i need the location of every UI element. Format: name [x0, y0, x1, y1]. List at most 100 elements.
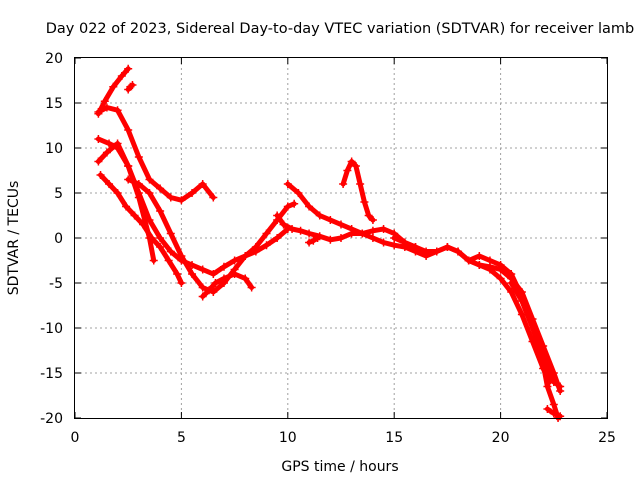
data-point: [315, 211, 324, 220]
series-line: [95, 105, 216, 203]
data-point: [156, 184, 165, 193]
data-point: [543, 382, 552, 391]
data-point: [198, 292, 207, 301]
y-tick-label: -10: [40, 321, 63, 337]
data-point: [496, 261, 505, 269]
data-point: [177, 252, 186, 260]
y-tick-label: 0: [54, 231, 63, 247]
data-point: [475, 252, 484, 260]
data-point: [134, 180, 143, 188]
x-axis-label: GPS time / hours: [281, 459, 398, 475]
data-point: [539, 360, 548, 368]
data-point: [102, 148, 111, 157]
y-tick-label: -15: [40, 366, 63, 382]
data-point: [219, 262, 228, 271]
data-point: [443, 243, 452, 251]
series-track-1: [94, 64, 133, 118]
data-point: [368, 216, 377, 224]
data-point: [156, 207, 165, 215]
y-tick-label: 5: [54, 186, 63, 202]
data-point: [198, 283, 207, 292]
tick-labels: 0 5 10 15 20 25 -20 -15 -10 -5 0 5 10 15 20: [40, 51, 616, 446]
data-point: [109, 82, 118, 91]
data-point: [211, 279, 220, 287]
data-point: [305, 229, 314, 238]
data-point: [198, 180, 207, 188]
ticks: [74, 57, 608, 419]
data-point: [283, 202, 292, 211]
data-point: [400, 238, 409, 247]
y-tick-label: -5: [49, 276, 63, 292]
data-point: [145, 175, 154, 184]
data-point: [102, 103, 111, 112]
series-track-8: [273, 211, 484, 269]
data-point: [549, 400, 558, 409]
data-point: [390, 234, 399, 242]
data-point: [337, 234, 345, 242]
data-point: [209, 193, 218, 202]
data-point: [496, 274, 505, 283]
y-tick-label: 20: [45, 51, 63, 67]
data-point: [343, 166, 352, 175]
data-point: [464, 256, 473, 265]
data-point: [262, 229, 271, 238]
data-point: [166, 193, 175, 202]
data-point: [556, 382, 565, 391]
series-track-11: [305, 234, 322, 247]
data-point: [549, 409, 558, 418]
chart-title: Day 022 of 2023, Sidereal Day-to-day VTE…: [46, 21, 635, 37]
y-tick-label: -20: [40, 411, 63, 427]
data-point: [205, 286, 214, 295]
data-point: [94, 108, 103, 116]
data-point: [326, 216, 335, 224]
data-point: [113, 106, 122, 115]
series-line: [274, 213, 482, 268]
data-point: [117, 72, 126, 80]
y-axis-label: SDTVAR / TECUs: [6, 181, 22, 296]
series-line: [466, 253, 563, 389]
data-point: [128, 81, 137, 89]
data-point: [113, 139, 122, 148]
data-point: [247, 283, 256, 292]
data-point: [219, 274, 228, 283]
x-tick-label: 5: [177, 430, 186, 446]
data-point: [273, 234, 282, 242]
series-line: [508, 280, 561, 421]
data-point: [166, 229, 175, 238]
data-point: [166, 247, 175, 256]
data-point: [379, 238, 388, 247]
data-point: [454, 247, 463, 256]
data-point: [279, 220, 288, 229]
series-track-2: [94, 103, 218, 205]
data-point: [485, 256, 494, 265]
y-tick-label: 15: [45, 96, 63, 112]
data-point: [368, 234, 377, 242]
data-point: [124, 162, 133, 170]
data-point: [177, 196, 186, 205]
data-point: [105, 180, 114, 188]
series-track-13: [464, 252, 565, 391]
data-point: [251, 243, 260, 251]
data-point: [96, 171, 105, 179]
data-point: [356, 180, 365, 188]
data-point: [241, 274, 250, 283]
data-point: [364, 211, 373, 220]
data-point: [177, 279, 186, 287]
data-point: [422, 247, 431, 256]
data-point: [130, 211, 139, 220]
series-track-10: [339, 157, 377, 224]
data-point: [262, 241, 271, 250]
data-point: [134, 193, 143, 202]
data-point: [149, 256, 158, 265]
x-tick-label: 10: [279, 430, 297, 446]
series-track-1b: [124, 81, 137, 94]
data-point: [100, 97, 109, 106]
data-point: [122, 202, 131, 211]
data-point: [124, 126, 133, 134]
data-point: [164, 256, 173, 265]
data-point: [139, 220, 148, 229]
data-point: [313, 234, 322, 242]
data-point: [379, 225, 388, 233]
data-point: [337, 220, 345, 229]
series-track-7: [198, 270, 256, 301]
